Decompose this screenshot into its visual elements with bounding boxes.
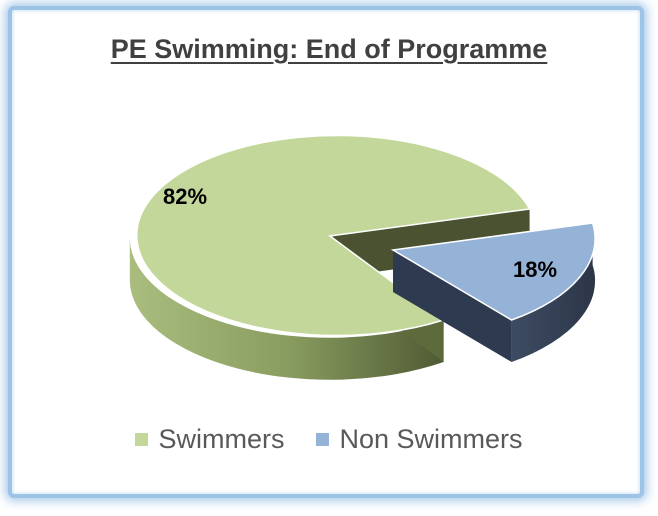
slice-swimmers-inner-wall — [330, 209, 530, 278]
legend-label-non-swimmers: Non Swimmers — [339, 424, 523, 454]
slice-swimmers — [129, 134, 531, 380]
legend-item-swimmers: Swimmers — [135, 424, 284, 455]
chart-title: PE Swimming: End of Programme — [110, 34, 548, 64]
legend-swatch-swimmers — [135, 433, 149, 446]
legend-label-swimmers: Swimmers — [158, 424, 285, 454]
slice-non-swimmers-side-outer — [511, 223, 596, 362]
slice-swimmers-top — [136, 134, 531, 337]
data-label-non-swimmers: 18% — [513, 257, 557, 282]
slice-non-swimmers-top — [390, 222, 596, 321]
slice-non-swimmers — [390, 222, 596, 362]
slice-non-swimmers-side — [393, 250, 512, 362]
legend-swatch-non-swimmers — [316, 433, 330, 446]
chart-legend: Swimmers Non Swimmers — [0, 424, 658, 455]
legend-item-non-swimmers: Non Swimmers — [316, 424, 523, 455]
data-label-swimmers: 82% — [163, 184, 207, 209]
slice-swimmers-side — [129, 239, 444, 380]
